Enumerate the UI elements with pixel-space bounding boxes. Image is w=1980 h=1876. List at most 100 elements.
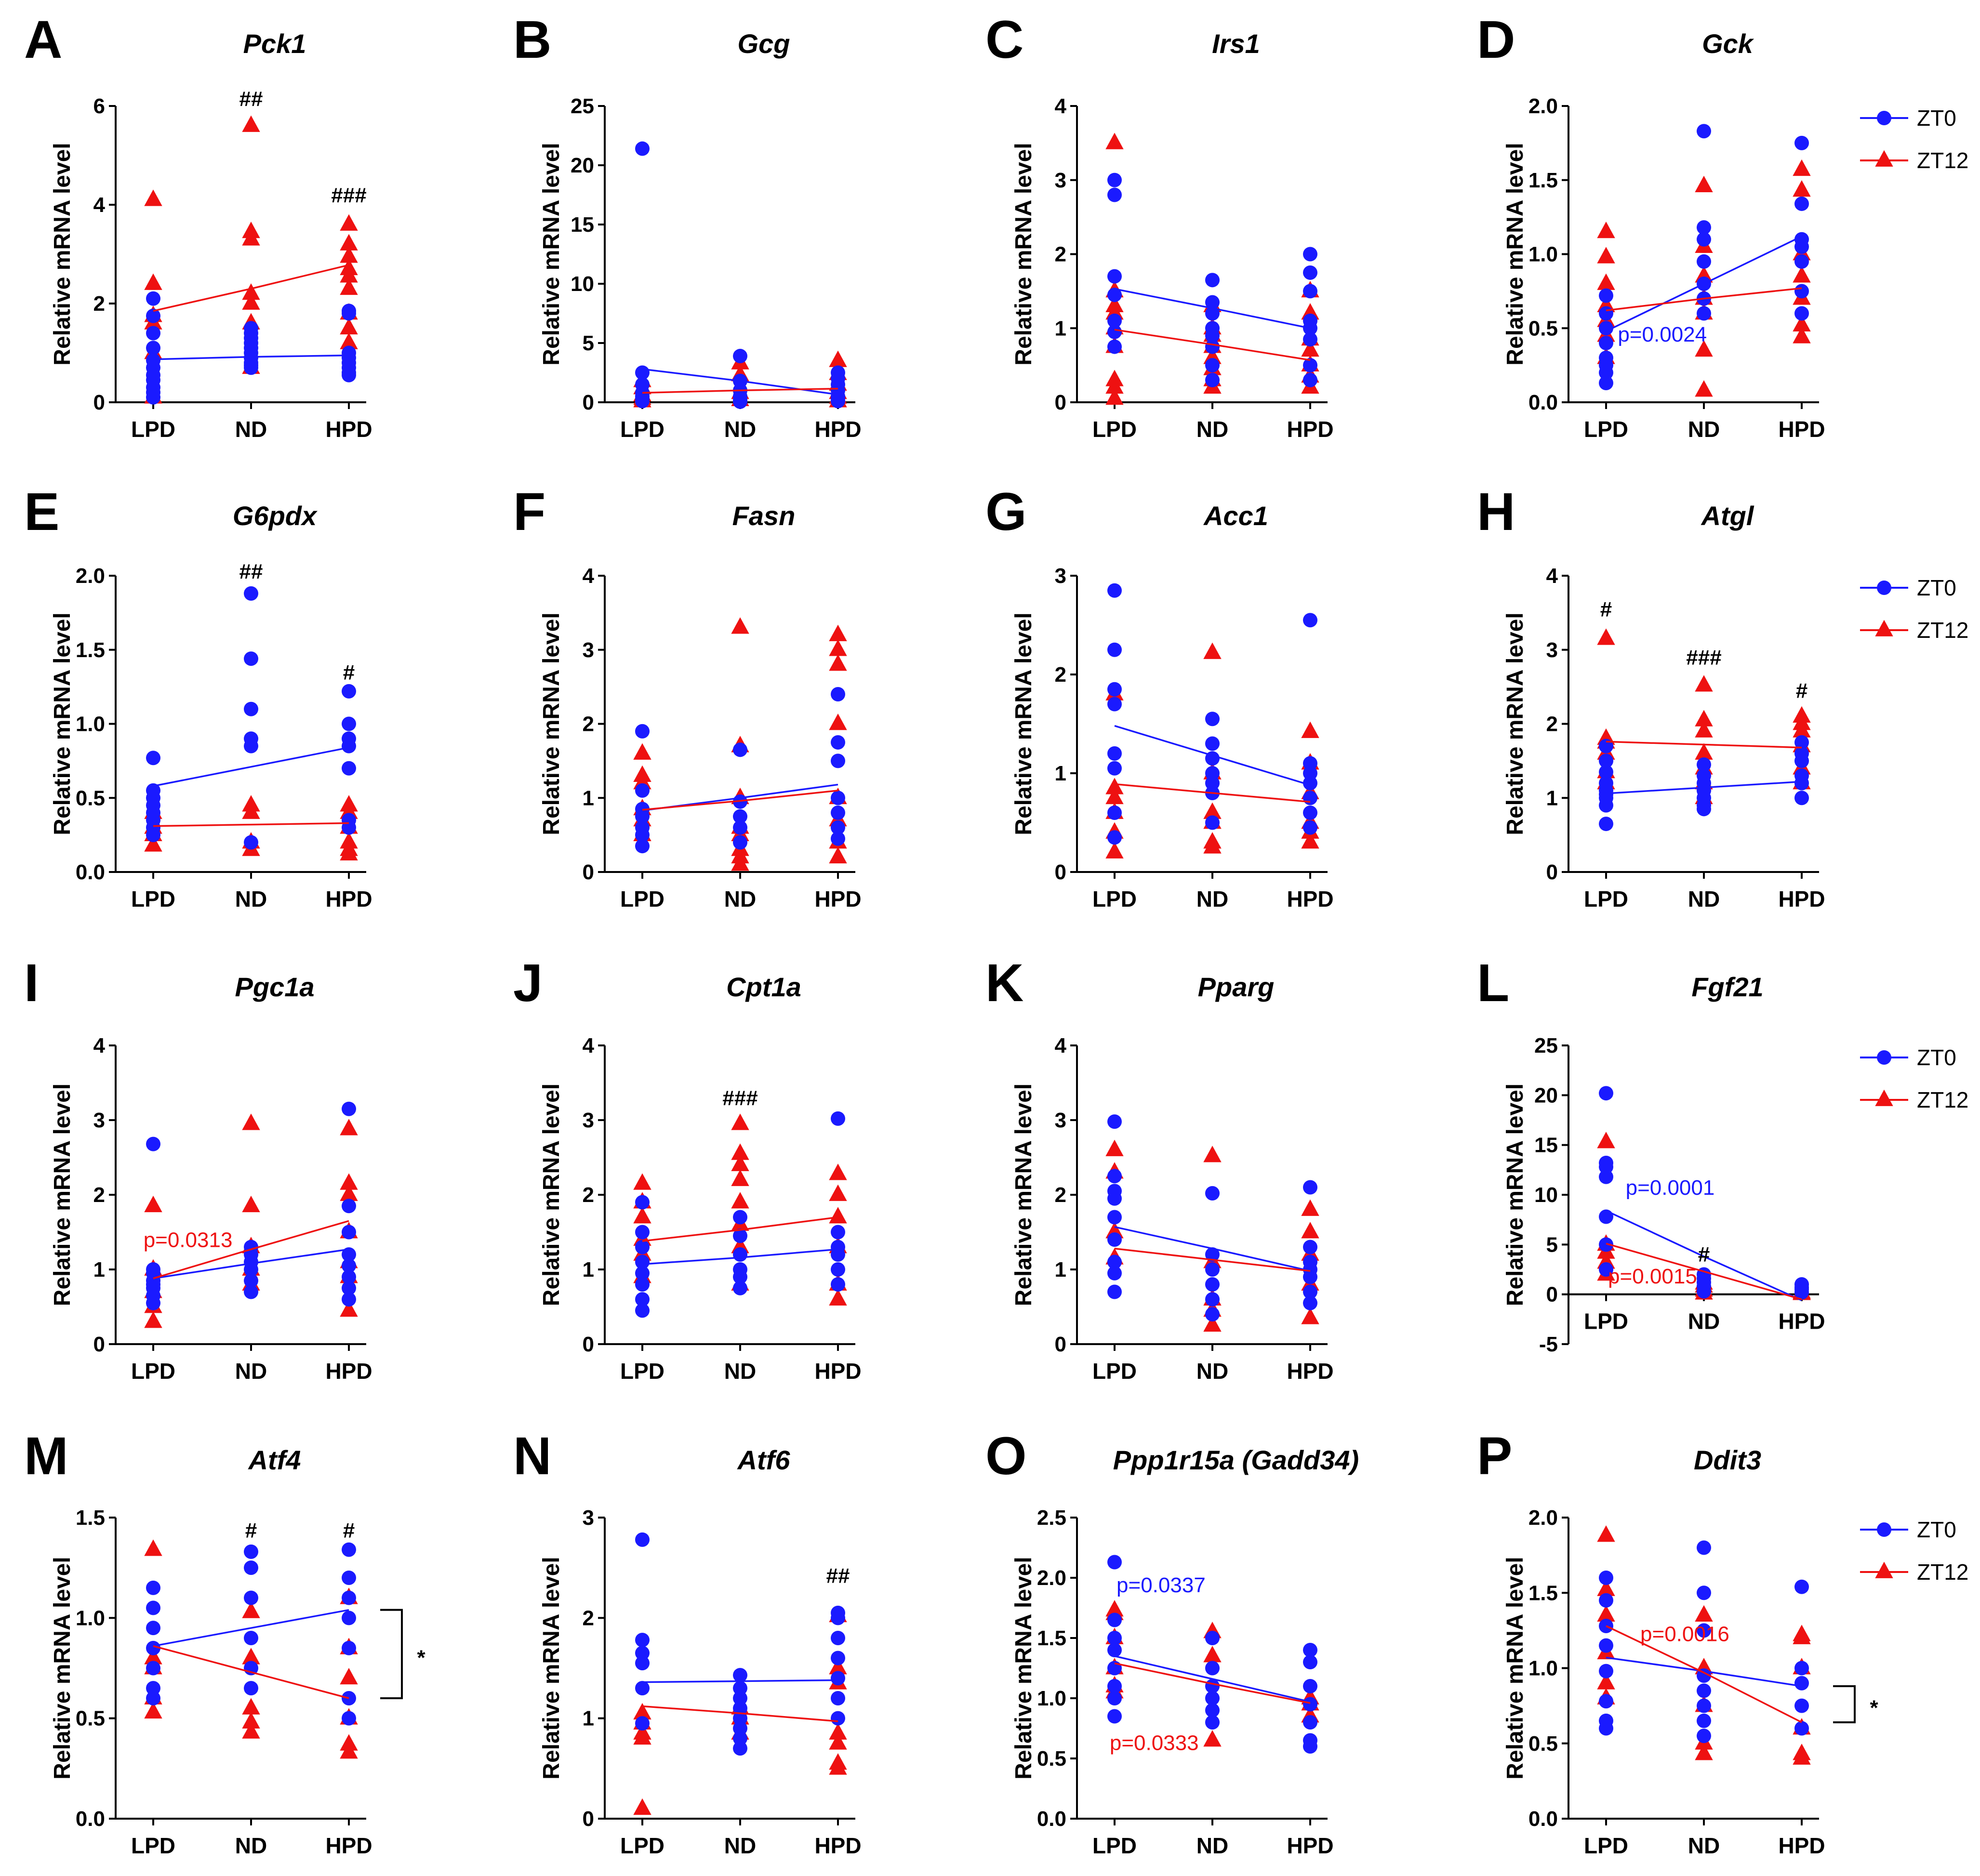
data-point-zt0 [733,742,747,757]
bracket-label: * [1870,1696,1878,1720]
data-point-zt12 [829,1658,847,1675]
y-tick-label: 0 [1546,860,1558,884]
data-point-zt0 [1107,746,1122,761]
significance-marker: ## [239,87,263,111]
data-point-zt12 [1301,1222,1319,1239]
y-tick-label: 0.5 [1528,317,1558,340]
data-point-zt12 [340,246,358,263]
data-point-zt0 [733,1681,747,1696]
data-point-zt0 [1107,1284,1122,1299]
data-point-zt0 [342,731,356,746]
data-point-zt0 [1107,288,1122,303]
data-point-zt0 [1205,358,1220,373]
data-point-zt0 [244,1544,258,1559]
data-point-zt0 [1205,1292,1220,1307]
fit-line-zt12 [1606,287,1802,312]
data-point-zt0 [1794,284,1809,299]
data-point-zt12 [829,654,847,671]
data-point-zt0 [1107,697,1122,712]
data-point-zt0 [831,1671,845,1686]
y-tick-label: 1.0 [1037,1687,1066,1710]
data-point-zt0 [342,1199,356,1214]
data-point-zt0 [1794,1698,1809,1713]
data-point-zt0 [342,1292,356,1307]
data-point-zt0 [635,1646,650,1661]
data-point-zt0 [244,1681,258,1696]
data-point-zt0 [831,753,845,768]
data-point-zt0 [1107,313,1122,328]
p-value-annotation: p=0.0015 [1608,1265,1697,1288]
x-tick-label: ND [235,1359,267,1384]
data-point-zt0 [146,1661,160,1676]
data-point-zt0 [342,345,356,360]
chart-title: Pparg [1198,972,1275,1002]
data-point-zt12 [829,1289,847,1306]
data-point-zt0 [1107,1266,1122,1281]
data-point-zt12 [144,273,162,290]
x-tick-label: LPD [620,1359,664,1384]
data-point-zt12 [1695,743,1713,760]
legend-label: ZT12 [1917,1087,1968,1112]
data-point-zt12 [829,1184,847,1201]
data-point-zt12 [1203,1730,1222,1747]
data-point-zt12 [829,1723,847,1740]
data-point-zt0 [1794,196,1809,211]
data-point-zt0 [1303,613,1317,628]
data-point-zt12 [1597,1605,1615,1622]
y-tick-label: 4 [583,1034,595,1057]
data-point-zt0 [1697,1540,1711,1555]
data-point-zt0 [342,1640,356,1655]
y-axis-label: Relative mRNA level [1011,612,1037,835]
data-point-zt12 [1105,1139,1124,1156]
data-point-zt0 [1205,273,1220,288]
data-point-zt0 [1107,324,1122,339]
data-point-zt12 [1105,842,1124,859]
data-point-zt12 [633,1798,651,1815]
y-tick-label: 1 [1546,786,1558,810]
chart-title: Irs1 [1212,28,1260,59]
x-tick-label: ND [724,1359,756,1384]
data-point-zt0 [1697,1698,1711,1713]
panel-d: D Gck Relative mRNA level 0.0 0.5 1.0 1.5 2.0 LP… [1477,10,1968,442]
y-tick-label: 3 [583,1109,594,1132]
data-point-zt0 [1205,372,1220,387]
data-point-zt12 [340,1300,358,1317]
data-point-zt0 [1205,295,1220,310]
panel-letter: D [1477,10,1515,69]
panel-letter: P [1477,1427,1512,1486]
data-point-zt0 [244,731,258,746]
data-point-zt0 [1107,642,1122,657]
data-point-zt0 [831,1225,845,1240]
data-point-zt0 [1697,1683,1711,1698]
data-point-zt12 [340,332,358,349]
chart-title: Cpt1a [726,972,801,1002]
y-tick-label: 2.0 [1037,1566,1066,1590]
data-point-zt12 [242,283,260,300]
data-point-zt12 [242,222,260,238]
y-tick-label: 4 [1055,1034,1067,1057]
data-point-zt12 [340,214,358,231]
data-point-zt12 [1695,380,1713,397]
data-point-zt12 [1793,1625,1811,1641]
data-point-zt12 [1301,1199,1319,1216]
fit-line-zt12 [642,790,838,811]
y-axis-label: Relative mRNA level [1011,1557,1037,1779]
legend-marker-zt0 [1877,111,1891,125]
data-point-zt0 [244,1631,258,1645]
data-point-zt0 [1303,372,1317,387]
data-point-zt0 [1697,306,1711,321]
panel-letter: H [1477,482,1515,542]
legend-label: ZT0 [1917,575,1956,600]
data-point-zt12 [340,1173,358,1190]
y-tick-label: 0.5 [76,786,105,810]
data-point-zt0 [1599,306,1613,321]
data-point-zt12 [1695,175,1713,192]
data-point-zt0 [1205,321,1220,336]
y-tick-label: 2 [1546,713,1558,736]
data-point-zt0 [342,1542,356,1557]
y-axis-label: Relative mRNA level [539,143,564,365]
y-tick-label: 2 [1055,243,1066,266]
bracket-label: * [417,1646,425,1669]
y-tick-label: 2 [93,292,105,316]
data-point-zt0 [342,716,356,731]
